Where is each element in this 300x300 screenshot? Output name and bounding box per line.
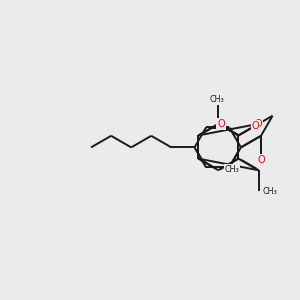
Text: CH₃: CH₃ [263,187,278,196]
Text: CH₃: CH₃ [209,95,224,104]
Text: O: O [252,121,259,130]
Text: O: O [257,154,265,165]
Text: O: O [255,119,262,129]
Text: O: O [217,119,225,129]
Text: CH₃: CH₃ [225,165,240,174]
